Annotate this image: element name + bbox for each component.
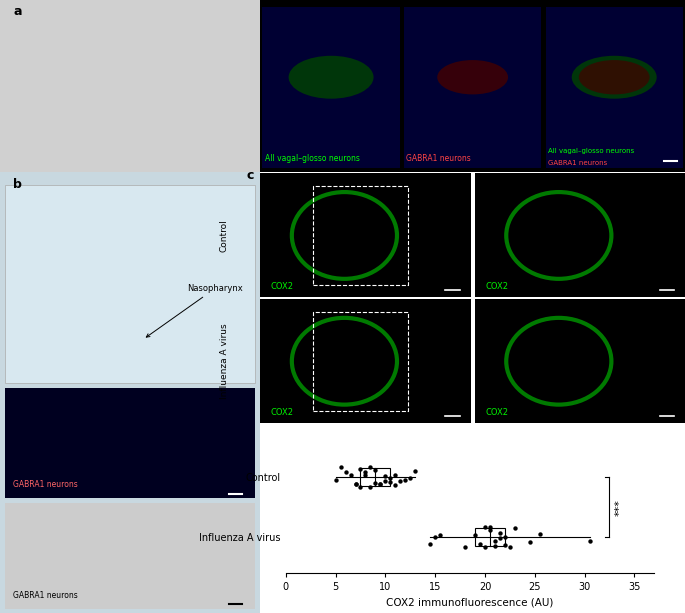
Point (395, 476, 406, 486)
Point (380, 476, 391, 486)
Text: All vagal–glosso neurons: All vagal–glosso neurons (264, 154, 360, 163)
Point (330, 475, 341, 485)
Ellipse shape (572, 56, 657, 99)
Text: Nasopharynx: Nasopharynx (147, 284, 243, 337)
Point (390, 480, 401, 490)
X-axis label: COX2 immunofluorescence (AU): COX2 immunofluorescence (AU) (386, 598, 553, 608)
Point (405, 473, 416, 483)
Text: GABRA1 neurons: GABRA1 neurons (406, 154, 471, 163)
Text: All vagal–glosso neurons: All vagal–glosso neurons (548, 148, 634, 154)
Point (360, 470, 371, 480)
Bar (475, 528, 505, 546)
Text: COX2: COX2 (271, 282, 294, 291)
Point (479, 542, 490, 552)
Text: GABRA1 neurons: GABRA1 neurons (13, 481, 78, 489)
Text: ***: *** (614, 498, 625, 516)
Point (385, 474, 396, 484)
Point (484, 525, 495, 535)
Point (380, 471, 391, 481)
Point (370, 465, 381, 474)
Text: a: a (13, 5, 21, 18)
Point (355, 464, 366, 474)
Point (410, 466, 421, 476)
Point (375, 479, 386, 489)
Point (350, 479, 361, 489)
Point (360, 468, 371, 478)
Point (584, 536, 595, 546)
Point (495, 533, 506, 543)
Text: COX2: COX2 (485, 408, 508, 417)
Point (350, 479, 361, 489)
Point (479, 522, 490, 532)
Ellipse shape (288, 56, 373, 99)
Point (475, 539, 486, 549)
Point (499, 532, 510, 542)
Text: Influenza A virus: Influenza A virus (220, 324, 229, 399)
Point (504, 543, 515, 552)
Text: GABRA1 neurons: GABRA1 neurons (548, 161, 607, 167)
Point (499, 541, 510, 550)
Point (340, 467, 351, 477)
Ellipse shape (579, 60, 649, 94)
Point (435, 530, 446, 540)
Point (400, 475, 411, 485)
Point (355, 482, 366, 492)
Point (490, 536, 501, 546)
Point (375, 479, 386, 489)
Text: COX2: COX2 (485, 282, 508, 291)
Point (534, 529, 545, 539)
Bar (360, 468, 390, 486)
Point (429, 532, 440, 542)
Point (524, 538, 535, 547)
Point (510, 524, 521, 533)
Text: GABRA1 neurons: GABRA1 neurons (13, 591, 78, 600)
Text: Control: Control (220, 219, 229, 252)
Point (495, 528, 506, 538)
Point (460, 542, 471, 552)
Point (469, 530, 480, 539)
Point (385, 476, 396, 486)
Point (425, 539, 436, 549)
Text: b: b (13, 178, 22, 191)
Point (345, 470, 356, 480)
Point (490, 541, 501, 551)
Point (370, 478, 381, 488)
Point (390, 470, 401, 479)
Text: COX2: COX2 (271, 408, 294, 417)
Ellipse shape (437, 60, 508, 94)
Point (365, 462, 376, 471)
Point (365, 482, 376, 492)
Text: c: c (247, 169, 254, 181)
Point (335, 462, 346, 472)
Point (484, 522, 495, 532)
